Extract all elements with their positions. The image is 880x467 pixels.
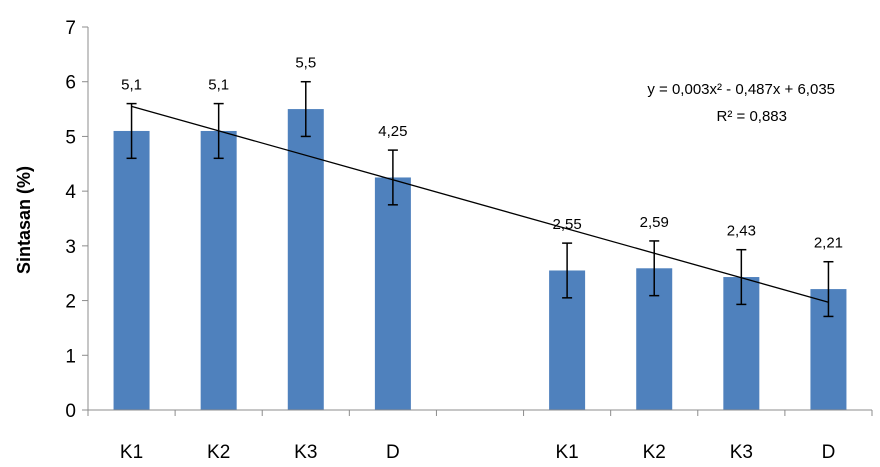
y-tick-label: 3 (65, 237, 76, 258)
y-tick-label: 5 (65, 127, 76, 148)
data-label: 2,59 (640, 214, 669, 231)
y-axis-label: Sintasan (%) (14, 166, 34, 274)
data-label: 5,1 (121, 77, 142, 94)
data-labels: 5,1 5,1 5,5 4,25 2,55 2,59 2,43 2,21 (121, 55, 843, 252)
y-axis: 0 1 2 3 4 5 6 7 (65, 18, 89, 422)
y-tick-label: 6 (65, 73, 76, 94)
x-category-label: K2 (207, 442, 230, 463)
x-category-label: D (822, 442, 836, 463)
data-label: 2,55 (553, 216, 582, 233)
x-category-label: K2 (643, 442, 666, 463)
x-category-label: K3 (730, 442, 753, 463)
y-tick-label: 1 (65, 346, 76, 367)
data-label: 2,21 (814, 235, 843, 252)
trendline-r2: R² = 0,883 (717, 108, 787, 125)
x-category-label: K1 (120, 442, 143, 463)
data-label: 2,43 (727, 223, 756, 240)
bar (374, 177, 411, 410)
data-label: 5,5 (295, 55, 316, 72)
trendline-line (131, 105, 829, 303)
y-tick-label: 4 (65, 182, 76, 203)
y-tick-label: 7 (65, 18, 76, 39)
x-category-label: K1 (555, 442, 578, 463)
x-axis: K1 K2 K3 D K1 K2 K3 D (87, 409, 873, 463)
data-label: 4,25 (378, 123, 407, 140)
x-category-label: D (386, 442, 400, 463)
trendline-equation: y = 0,003x² - 0,487x + 6,035 (647, 81, 835, 98)
bars (113, 109, 847, 411)
bar (200, 130, 237, 410)
y-tick-label: 0 (65, 401, 76, 422)
data-label: 5,1 (208, 77, 229, 94)
bar (113, 130, 150, 410)
trendline (131, 105, 829, 303)
bar (287, 109, 324, 411)
y-tick-label: 2 (65, 292, 76, 313)
x-category-label: K3 (294, 442, 317, 463)
